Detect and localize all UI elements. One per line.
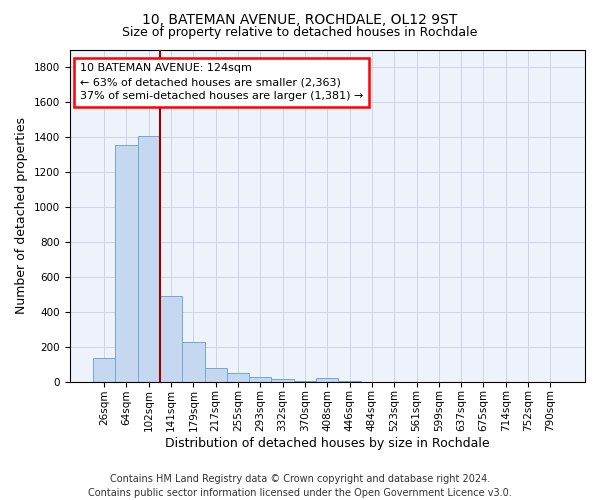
Bar [93, 358, 115, 382]
Bar [338, 381, 361, 382]
Text: Size of property relative to detached houses in Rochdale: Size of property relative to detached ho… [122, 26, 478, 39]
Bar [205, 368, 227, 382]
Bar [137, 136, 160, 382]
X-axis label: Distribution of detached houses by size in Rochdale: Distribution of detached houses by size … [165, 437, 490, 450]
Bar [294, 381, 316, 382]
Bar [249, 378, 271, 382]
Text: Contains HM Land Registry data © Crown copyright and database right 2024.
Contai: Contains HM Land Registry data © Crown c… [88, 474, 512, 498]
Bar [271, 379, 294, 382]
Text: 10 BATEMAN AVENUE: 124sqm
← 63% of detached houses are smaller (2,363)
37% of se: 10 BATEMAN AVENUE: 124sqm ← 63% of detac… [80, 64, 363, 102]
Bar [115, 145, 137, 382]
Text: 10, BATEMAN AVENUE, ROCHDALE, OL12 9ST: 10, BATEMAN AVENUE, ROCHDALE, OL12 9ST [142, 12, 458, 26]
Bar [316, 378, 338, 382]
Bar [182, 342, 205, 382]
Bar [227, 374, 249, 382]
Bar [160, 296, 182, 382]
Y-axis label: Number of detached properties: Number of detached properties [15, 118, 28, 314]
